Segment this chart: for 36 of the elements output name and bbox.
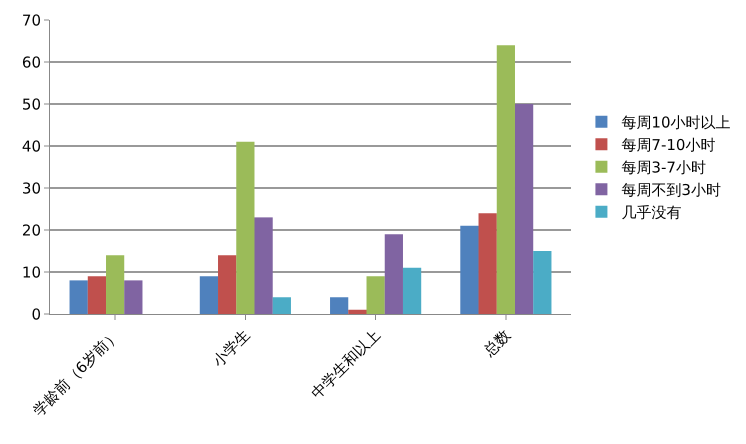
bar — [348, 310, 367, 314]
legend-label: 每周7-10小时 — [621, 136, 716, 154]
bar — [514, 104, 534, 314]
y-tick-label: 40 — [22, 137, 41, 156]
legend-label: 每周10小时以上 — [621, 114, 731, 132]
x-tick-label: 总数 — [479, 326, 514, 361]
legend-label: 几乎没有 — [621, 204, 682, 222]
bar — [402, 268, 422, 314]
bar — [460, 226, 479, 314]
bar — [330, 297, 348, 314]
bar — [236, 142, 254, 314]
y-tick-label: 20 — [22, 221, 41, 240]
bar — [533, 251, 552, 314]
y-tick-label: 0 — [31, 305, 41, 324]
bar — [106, 255, 124, 314]
bar — [478, 213, 497, 314]
legend-label: 每周不到3小时 — [621, 181, 721, 200]
bar — [70, 280, 88, 314]
y-tick-label: 30 — [22, 179, 41, 198]
y-tick-label: 10 — [22, 263, 41, 282]
x-tick-label: 小学生 — [208, 326, 254, 370]
bar — [88, 276, 106, 314]
y-tick-label: 70 — [22, 11, 41, 30]
x-tick-label: 学龄前（6岁前） — [30, 326, 124, 420]
y-tick-label: 60 — [22, 53, 41, 72]
bar — [254, 217, 273, 314]
legend-label: 每周3-7小时 — [621, 158, 706, 177]
bar — [272, 297, 291, 314]
bar — [124, 280, 142, 314]
x-tick-label: 中学生和以上 — [307, 326, 384, 402]
y-tick-label: 50 — [22, 95, 41, 114]
bar — [384, 234, 403, 314]
bar — [200, 276, 218, 314]
bar — [218, 255, 236, 314]
bar — [366, 276, 385, 314]
bar — [496, 45, 515, 314]
